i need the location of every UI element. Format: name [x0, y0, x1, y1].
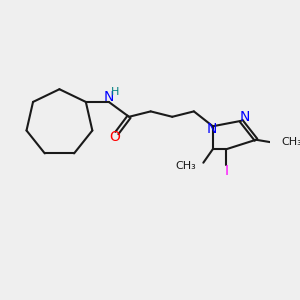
Text: N: N	[206, 122, 217, 136]
Text: H: H	[110, 87, 119, 97]
Text: I: I	[224, 164, 228, 178]
Text: N: N	[239, 110, 250, 124]
Text: CH₃: CH₃	[282, 137, 300, 148]
Text: O: O	[109, 130, 120, 144]
Text: CH₃: CH₃	[175, 161, 196, 171]
Text: N: N	[103, 90, 114, 104]
